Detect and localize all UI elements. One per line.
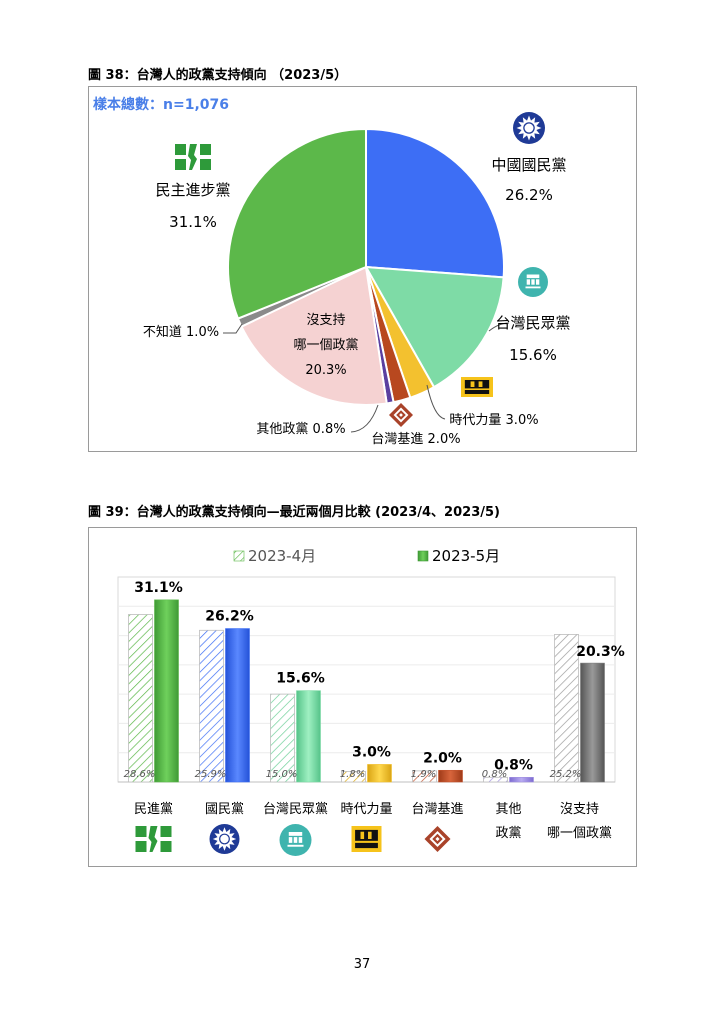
bar-chart: 2023-4月 2023-5月 28.6% 31.1% 25.9% 26.2% 15.0%… [117,547,625,856]
pie-chart-frame: 樣本總數：n=1,076 中國國民黨 26.2% 台灣民眾黨 15.6% 民主進步黨 31… [88,86,637,452]
category-label: 台灣基進 [411,802,463,817]
pie-label-none-line2: 哪一個政黨 [293,338,358,353]
category-label: 台灣民眾黨 [263,802,328,817]
pie-slices [227,127,505,406]
tpp-logo-icon [518,267,548,297]
category-label: 民進黨 [134,802,173,817]
pie-label-dpp: 民主進步黨 [155,181,230,199]
legend-swatch-april [233,550,245,562]
bar-april [554,634,579,783]
pie-label-npp: 時代力量 3.0% [449,413,538,428]
pie-label-kmt: 中國國民黨 [491,156,566,174]
sample-size-label: 樣本總數：n=1,076 [93,97,229,113]
value-label-april: 25.9% [195,769,227,780]
bar-may [367,764,392,783]
tsp-logo-icon [389,403,413,427]
bar-may [225,628,250,783]
bar-april [199,629,224,783]
dpp-logo-icon [173,141,213,173]
value-label-april: 1.8% [340,769,365,780]
value-label-april: 0.8% [482,769,507,780]
category-label: 時代力量 [340,802,392,817]
pie-party-logos [173,112,548,427]
figure-38-title: 圖 38：台灣人的政黨支持傾向 （2023/5） [88,68,348,83]
npp-logo-icon [461,377,493,397]
value-label-may: 26.2% [205,609,254,625]
pie-slice [240,265,388,406]
bar-party-logos [133,823,451,856]
kmt-logo-icon [209,824,240,854]
bar-may [154,599,179,783]
pie-slice [227,127,367,320]
npp-logo-icon [351,826,382,852]
legend-label-april: 2023-4月 [248,547,316,565]
dpp-logo-icon [133,823,174,855]
pie-value-dpp: 31.1% [169,213,217,231]
bar-april [270,693,295,783]
bar-may [509,777,534,783]
legend-label-may: 2023-5月 [432,547,500,565]
pie-value-none: 20.3% [305,363,346,378]
pie-label-tsp: 台灣基進 2.0% [371,432,460,447]
value-label-may: 0.8% [494,757,533,773]
bar-chart-legend: 2023-4月 2023-5月 [233,547,500,565]
value-label-may: 2.0% [423,750,462,766]
legend-swatch-may [417,550,429,562]
value-label-may: 15.6% [276,671,325,687]
bar-chart-frame: 2023-4月 2023-5月 28.6% 31.1% 25.9% 26.2% 15.0%… [88,527,637,867]
pie-label-unknown: 不知道 1.0% [143,324,219,340]
value-label-april: 25.2% [550,769,582,780]
pie-leader-lines [223,322,510,433]
category-label: 國民黨 [205,802,244,817]
value-label-april: 28.6% [124,769,156,780]
value-label-april: 1.9% [411,769,436,780]
pie-label-tpp: 台灣民眾黨 [495,314,570,332]
bar-april [341,771,366,783]
pie-value-kmt: 26.2% [505,186,553,204]
category-label: 其他 [495,802,521,817]
kmt-logo-icon [513,112,545,144]
bar-may [296,690,321,783]
value-label-may: 31.1% [134,580,183,596]
value-label-may: 3.0% [352,744,391,760]
bar-april [128,614,153,783]
category-label: 沒支持 [560,802,599,817]
category-label: 哪一個政黨 [547,826,612,841]
category-label: 政黨 [495,826,521,841]
pie-slice [364,265,505,389]
bar-april [412,770,437,783]
bar-may [438,769,463,783]
page-number: 37 [353,957,371,972]
tsp-logo-icon [424,826,451,852]
bar-april [483,776,508,783]
bar-bars [128,599,605,783]
pie-label-other: 其他政黨 0.8% [256,422,345,437]
tpp-logo-icon [279,824,312,856]
value-label-april: 15.0% [266,769,298,780]
pie-label-none-line1: 沒支持 [306,313,345,328]
figure-39-title: 圖 39：台灣人的政黨支持傾向—最近兩個月比較 (2023/4、2023/5) [88,505,500,520]
pie-value-tpp: 15.6% [509,346,557,364]
pie-slice [365,127,505,279]
bar-value-labels: 28.6% 31.1% 25.9% 26.2% 15.0% 15.6% 1.8% 3.0% 1.… [124,580,625,780]
bar-may [580,662,605,783]
value-label-may: 20.3% [576,644,625,660]
